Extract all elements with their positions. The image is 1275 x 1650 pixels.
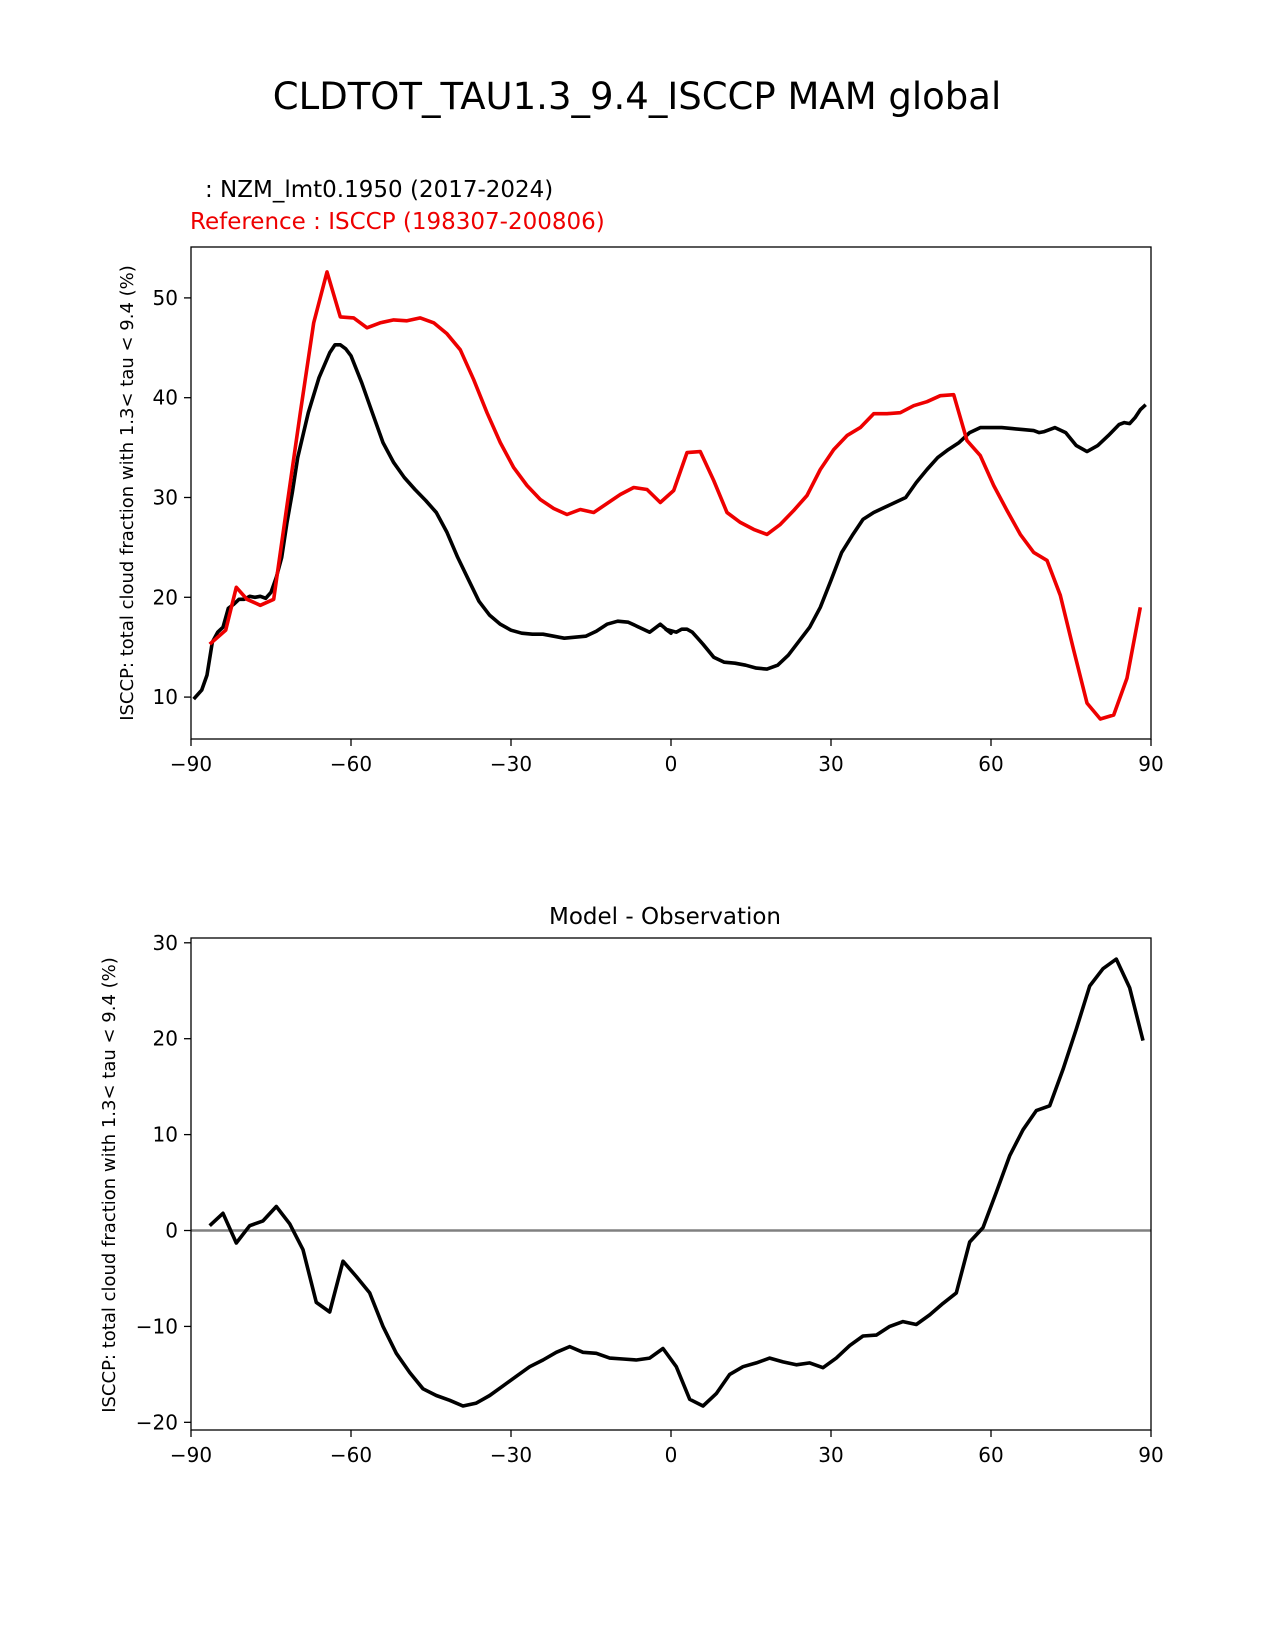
top-series-line-isccp [208,270,1143,721]
bottom-x-tick-label: −90 [170,1443,212,1467]
reference-label: Reference : ISCCP (198307-200806) [190,209,605,235]
bottom-x-tick-label: −30 [490,1443,532,1467]
bottom-x-tick-label: 30 [818,1443,843,1467]
bottom-x-tick-label: 90 [1138,1443,1163,1467]
bottom-axes-frame [190,937,1152,1431]
bottom-y-axis-label: ISCCP: total cloud fraction with 1.3< ta… [99,957,120,1413]
bottom-y-tick-label: 30 [153,931,178,955]
bottom-series-layer [191,957,1151,1408]
model-label: : NZM_lmt0.1950 (2017-2024) [205,177,553,203]
bottom-x-tick-label: 0 [665,1443,678,1467]
top-x-tick-label: −90 [170,752,212,776]
top-x-tick-label: 60 [978,752,1003,776]
top-y-tick-label: 10 [153,685,178,709]
figure-title: CLDTOT_TAU1.3_9.4_ISCCP MAM global [273,75,1001,118]
bottom-ticks-layer: −90 −60 −30 0 30 60 90 −20 −10 0 10 20 30 [136,931,1164,1467]
bottom-y-tick-label: 0 [165,1219,178,1243]
bottom-x-tick-label: 60 [978,1443,1003,1467]
bottom-y-tick-label: 20 [153,1027,178,1051]
top-ticks-layer: −90 −60 −30 0 30 60 90 10 20 30 40 50 [153,286,1164,776]
top-y-tick-label: 50 [153,286,178,310]
bottom-panel-title: Model - Observation [549,904,781,930]
top-axes-frame [190,246,1152,740]
top-series-line-nzm-lmt0-1950 [192,342,1147,701]
top-y-axis-label: ISCCP: total cloud fraction with 1.3< ta… [117,265,138,721]
bottom-x-tick-label: −60 [330,1443,372,1467]
bottom-y-tick-label: −20 [136,1410,178,1434]
top-series-layer [192,270,1147,721]
bottom-panel: Model - Observation ISCCP: total cloud f… [99,904,1164,1467]
bottom-y-tick-label: 10 [153,1123,178,1147]
top-y-tick-label: 20 [153,585,178,609]
bottom-y-tick-label: −10 [136,1314,178,1338]
top-x-tick-label: 90 [1138,752,1163,776]
top-panel: : NZM_lmt0.1950 (2017-2024) Reference : … [117,177,1164,776]
top-x-tick-label: −60 [330,752,372,776]
top-x-tick-label: 0 [665,752,678,776]
top-y-tick-label: 30 [153,485,178,509]
top-x-tick-label: 30 [818,752,843,776]
top-x-tick-label: −30 [490,752,532,776]
top-y-tick-label: 40 [153,386,178,410]
bottom-series-line-model-observation [208,957,1145,1408]
